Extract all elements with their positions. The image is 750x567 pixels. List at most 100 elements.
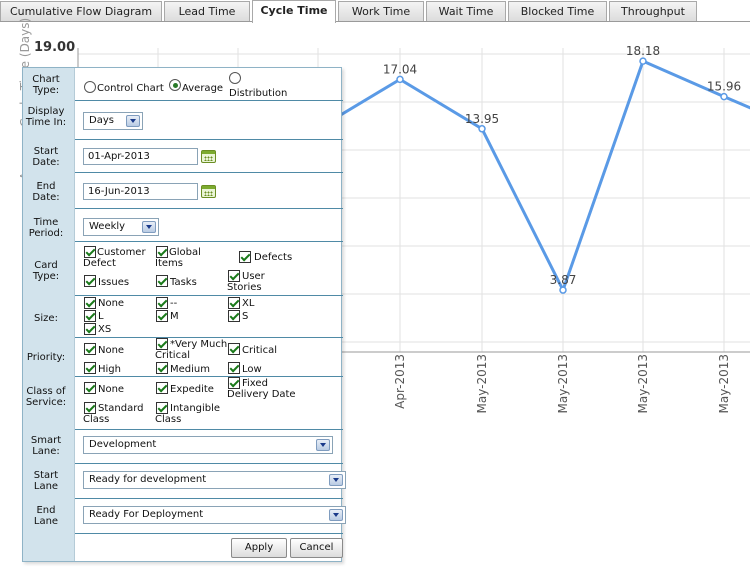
checkbox-size-none[interactable] <box>84 297 96 309</box>
option-priority-very-much-critical: *Very Much Critical <box>155 339 228 361</box>
data-point <box>478 125 486 133</box>
option-user-stories: User Stories <box>227 271 265 293</box>
smart-lane-select[interactable]: Development <box>83 436 333 454</box>
option-tasks: Tasks <box>170 277 197 288</box>
data-label: 3.87 <box>550 273 577 287</box>
checkbox-tasks[interactable] <box>156 275 168 287</box>
time-period-label: Time Period: <box>28 217 64 239</box>
option-cos-standard-class: Standard Class <box>83 403 144 425</box>
priority-label: Priority: <box>26 352 66 363</box>
calendar-icon[interactable] <box>201 185 216 198</box>
chevron-down-icon <box>126 115 140 127</box>
checkbox-cos-fixed-delivery-date[interactable] <box>228 377 240 389</box>
option-cos-fixed-delivery-date: Fixed Delivery Date <box>227 378 296 400</box>
option-size-l: L <box>98 311 104 322</box>
checkbox-size-xs[interactable] <box>84 323 96 335</box>
radio-distribution[interactable] <box>229 72 241 84</box>
data-point <box>559 286 567 294</box>
data-label: 17.04 <box>383 62 417 76</box>
x-tick-label: May-2013 <box>636 354 650 413</box>
data-label: 15.96 <box>707 80 741 94</box>
option-priority-critical: Critical <box>242 345 277 356</box>
x-tick-label: May-2013 <box>717 354 731 413</box>
data-label: 18.18 <box>626 44 660 58</box>
apply-button[interactable]: Apply <box>231 538 287 558</box>
option-defects: Defects <box>254 252 293 263</box>
checkbox-priority-high[interactable] <box>84 362 96 374</box>
checkbox-user-stories[interactable] <box>228 270 240 282</box>
class-of-service-label: Class of Service: <box>25 386 67 408</box>
radio-control-chart[interactable] <box>84 81 96 93</box>
option-customer-defect: Customer Defect <box>83 247 146 269</box>
checkbox-customer-defect[interactable] <box>84 246 96 258</box>
end-date-field[interactable]: 16-Jun-2013 <box>83 183 198 200</box>
end-lane-label: End Lane <box>33 505 59 527</box>
option-priority-high: High <box>98 364 121 375</box>
option-priority-none: None <box>98 345 125 356</box>
x-tick-label: May-2013 <box>556 354 570 413</box>
option-size-m: M <box>170 311 179 322</box>
calendar-icon[interactable] <box>201 150 216 163</box>
option-size-dash: -- <box>170 298 178 309</box>
chevron-down-icon <box>329 474 343 486</box>
option-size-xl: XL <box>242 298 255 309</box>
tab-cumulative-flow-diagram[interactable]: Cumulative Flow Diagram <box>0 1 162 21</box>
card-type-label: Card Type: <box>32 260 60 282</box>
option-priority-low: Low <box>242 364 262 375</box>
option-cos-expedite: Expedite <box>170 384 214 395</box>
checkbox-issues[interactable] <box>84 275 96 287</box>
size-label: Size: <box>34 313 58 324</box>
checkbox-cos-none[interactable] <box>84 382 96 394</box>
checkbox-size-dash[interactable] <box>156 297 168 309</box>
radio-average[interactable] <box>169 79 181 91</box>
data-point <box>396 75 404 84</box>
checkbox-size-l[interactable] <box>84 310 96 322</box>
checkbox-priority-critical[interactable] <box>228 343 240 355</box>
start-date-field[interactable]: 01-Apr-2013 <box>83 148 198 165</box>
tab-blocked-time[interactable]: Blocked Time <box>508 1 607 21</box>
cancel-button[interactable]: Cancel <box>290 538 343 558</box>
tab-throughput[interactable]: Throughput <box>609 1 697 21</box>
option-global-items: Global Items <box>155 247 201 269</box>
chart-settings-panel: Chart Type: Control Chart Average Distri… <box>22 67 346 562</box>
tab-lead-time[interactable]: Lead Time <box>164 1 250 21</box>
end-date-label: End Date: <box>32 181 60 203</box>
checkbox-defects[interactable] <box>239 251 251 263</box>
data-point <box>639 57 647 65</box>
checkbox-size-s[interactable] <box>228 310 240 322</box>
option-average: Average <box>182 83 224 94</box>
checkbox-size-m[interactable] <box>156 310 168 322</box>
option-control-chart: Control Chart <box>97 83 164 94</box>
chevron-down-icon <box>316 439 330 451</box>
checkbox-global-items[interactable] <box>156 246 168 258</box>
chart-tabs: Cumulative Flow Diagram Lead Time Cycle … <box>0 0 750 23</box>
option-issues: Issues <box>98 277 130 288</box>
checkbox-priority-low[interactable] <box>228 362 240 374</box>
tab-wait-time[interactable]: Wait Time <box>426 1 506 21</box>
display-time-select[interactable]: Days <box>83 112 143 130</box>
x-tick-label: Apr-2013 <box>393 354 407 409</box>
time-period-select[interactable]: Weekly <box>83 218 159 236</box>
checkbox-size-xl[interactable] <box>228 297 240 309</box>
smart-lane-label: Smart Lane: <box>30 435 62 457</box>
checkbox-priority-very-much-critical[interactable] <box>156 338 168 350</box>
checkbox-cos-standard-class[interactable] <box>84 402 96 414</box>
option-size-s: S <box>242 311 249 322</box>
label-column <box>23 68 75 561</box>
option-priority-medium: Medium <box>170 364 210 375</box>
x-tick-label: May-2013 <box>475 354 489 413</box>
start-lane-label: Start Lane <box>33 470 59 492</box>
checkbox-priority-medium[interactable] <box>156 362 168 374</box>
display-time-label: Display Time In: <box>25 106 67 128</box>
end-lane-select[interactable]: Ready For Deployment <box>83 506 346 524</box>
tab-cycle-time[interactable]: Cycle Time <box>252 0 336 23</box>
tab-work-time[interactable]: Work Time <box>338 1 424 21</box>
checkbox-cos-intangible-class[interactable] <box>156 402 168 414</box>
start-date-label: Start Date: <box>32 146 60 168</box>
chevron-down-icon <box>329 509 343 521</box>
checkbox-priority-none[interactable] <box>84 343 96 355</box>
start-lane-select[interactable]: Ready for development <box>83 471 346 489</box>
option-distribution: Distribution <box>229 88 288 99</box>
checkbox-cos-expedite[interactable] <box>156 382 168 394</box>
option-size-xs: XS <box>98 324 112 335</box>
